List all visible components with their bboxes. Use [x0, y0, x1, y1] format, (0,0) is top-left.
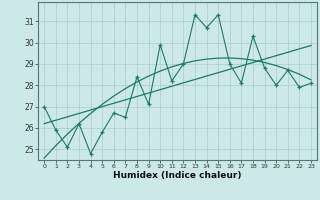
- X-axis label: Humidex (Indice chaleur): Humidex (Indice chaleur): [113, 171, 242, 180]
